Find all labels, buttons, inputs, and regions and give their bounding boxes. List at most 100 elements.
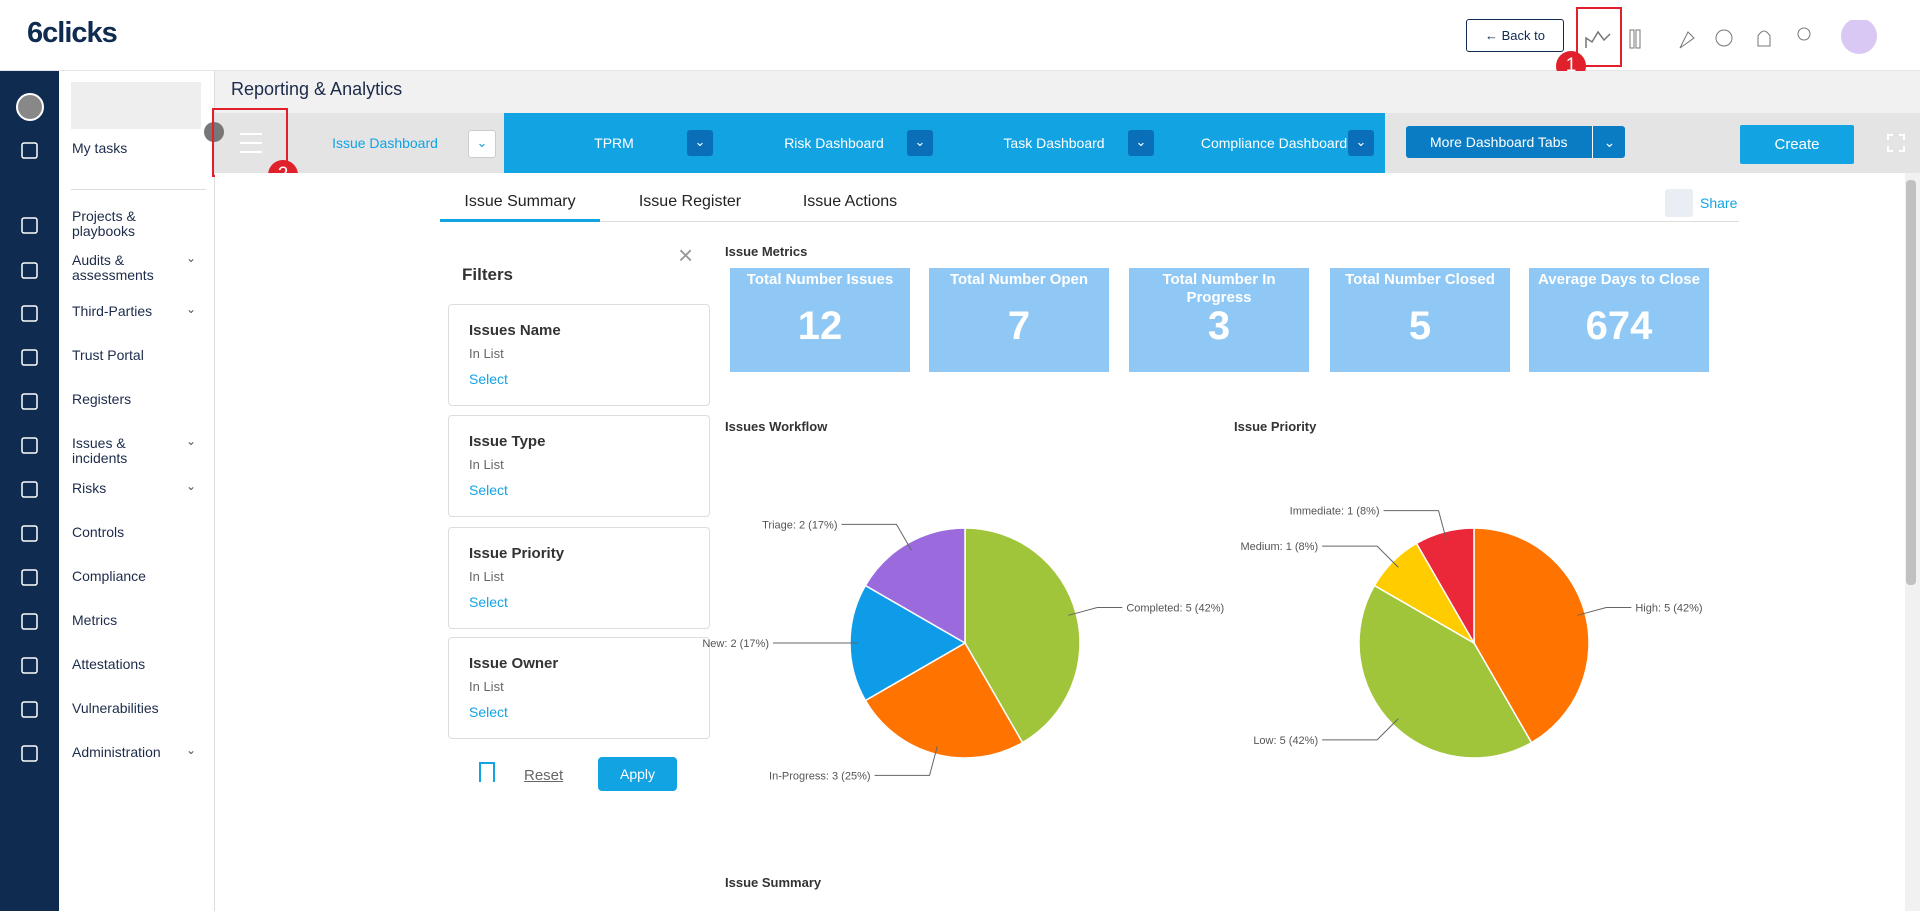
nav-item[interactable]: Third-Parties — [72, 303, 153, 319]
library-icon[interactable] — [1635, 29, 1641, 49]
filter-select[interactable]: Select — [469, 482, 508, 498]
nav-item[interactable]: Controls — [72, 524, 125, 540]
user-settings-icon[interactable] — [1797, 27, 1811, 41]
rail-icon — [21, 657, 38, 674]
nav-item[interactable]: Projects & playbooks — [72, 208, 136, 239]
filter-card: Issues Name In List Select — [448, 304, 710, 406]
nav-item[interactable]: Metrics — [72, 612, 118, 628]
slice-label: High: 5 (42%) — [1635, 603, 1702, 615]
tab-dropdown[interactable]: ⌄ — [907, 130, 933, 156]
chevron: ⌄ — [186, 479, 197, 493]
tab-dropdown[interactable]: ⌄ — [687, 130, 713, 156]
rail-icon — [21, 613, 38, 630]
nav-item[interactable]: My tasks — [72, 140, 128, 156]
metric-value: 5 — [1408, 304, 1432, 348]
slice-label: Immediate: 1 (8%) — [1290, 506, 1380, 518]
filter-name: Issues Name — [469, 322, 561, 339]
metric-value: 3 — [1207, 304, 1231, 348]
chart-title: Issue Priority — [1234, 419, 1317, 434]
nav-item[interactable]: Audits & assessments — [72, 252, 154, 283]
slice-label: Low: 5 (42%) — [1253, 735, 1318, 747]
page-title: Reporting & Analytics — [231, 79, 403, 99]
filter-name: Issue Owner — [469, 655, 559, 672]
rail-icon — [21, 142, 38, 159]
rail-icon — [21, 217, 38, 234]
charts: Completed: 5 (42%) In-Progress: 3 (25%) Ne… — [702, 506, 1702, 783]
metric-value: 7 — [1007, 304, 1031, 348]
menu-button[interactable] — [240, 133, 262, 153]
metric-value: 12 — [797, 304, 843, 348]
dashboard-tab[interactable]: Risk Dashboard — [784, 135, 884, 151]
nav-item[interactable]: Vulnerabilities — [72, 700, 159, 716]
rail-icon — [21, 569, 38, 586]
leader-line — [1068, 607, 1123, 616]
nav-item[interactable]: Attestations — [72, 656, 146, 672]
nav-item[interactable]: Registers — [72, 391, 132, 407]
metric-label: Total Number Open — [949, 271, 1089, 288]
create-button[interactable]: Create — [1740, 125, 1854, 164]
chevron: ⌄ — [186, 302, 197, 316]
rail-icon — [21, 745, 38, 762]
apply-button[interactable]: Apply — [598, 757, 677, 791]
save-filter-icon[interactable] — [479, 762, 495, 782]
analytics-icon[interactable] — [1585, 30, 1611, 48]
dashboard-tab[interactable]: TPRM — [594, 135, 634, 151]
reset-link[interactable]: Reset — [524, 767, 564, 784]
sub-tab[interactable]: Issue Register — [638, 193, 742, 210]
slice-label: In-Progress: 3 (25%) — [769, 770, 870, 782]
bookmark-button[interactable] — [1665, 189, 1693, 217]
leader-line — [1322, 718, 1399, 741]
sub-tab[interactable]: Issue Summary — [464, 193, 576, 210]
avatar[interactable] — [1841, 20, 1877, 54]
close-filters[interactable]: × — [678, 240, 694, 270]
slice-label: Medium: 1 (8%) — [1240, 541, 1318, 553]
metric-card: Total Number Issues 12 — [730, 268, 910, 372]
leader-line — [1383, 510, 1447, 540]
sub-tab[interactable]: Issue Actions — [802, 193, 898, 210]
back-label: Back to — [1501, 28, 1545, 43]
nav-item[interactable]: Administration — [72, 744, 161, 760]
tab-dropdown[interactable]: ⌄ — [468, 130, 496, 158]
nav-item[interactable]: Risks — [72, 480, 107, 496]
filter-select[interactable]: Select — [469, 704, 508, 720]
dashboard-tab[interactable]: Task Dashboard — [1003, 135, 1105, 151]
dashboard-tab[interactable]: Issue Dashboard — [332, 135, 438, 151]
filter-select[interactable]: Select — [469, 594, 508, 610]
dashboard-tab[interactable]: Compliance Dashboard — [1200, 135, 1348, 151]
rail-icon — [21, 701, 38, 718]
nav-divider — [71, 189, 206, 190]
nav-item[interactable]: Issues & incidents — [72, 435, 128, 466]
org-placeholder — [71, 82, 201, 129]
highlight-box — [1576, 7, 1622, 67]
tab-dropdown[interactable]: ⌄ — [1348, 130, 1374, 156]
support-icon[interactable] — [1715, 29, 1733, 47]
metric-card: Total Number In Progress 3 — [1129, 268, 1309, 372]
nav-item[interactable]: Trust Portal — [72, 347, 144, 363]
metric-value: 674 — [1585, 304, 1653, 348]
rocket-icon[interactable] — [1679, 31, 1695, 49]
chevron: ⌄ — [186, 251, 197, 265]
rail-icon — [21, 437, 38, 454]
scrollbar — [1906, 180, 1916, 585]
library-icon[interactable] — [1629, 29, 1635, 49]
nav-item[interactable]: Compliance — [72, 568, 146, 584]
bell-icon[interactable] — [1757, 30, 1771, 47]
expand-icon[interactable] — [1887, 134, 1905, 152]
back-button[interactable]: ← Back to — [1466, 19, 1564, 52]
tab-dropdown[interactable]: ⌄ — [1128, 130, 1154, 156]
filter-operator: In List — [469, 346, 504, 361]
filter-operator: In List — [469, 457, 504, 472]
share-link[interactable]: Share — [1700, 195, 1738, 211]
filter-card: Issue Priority In List Select — [448, 527, 710, 629]
leader-line — [841, 523, 912, 551]
rail-icon — [21, 393, 38, 410]
tab-bar-active — [504, 113, 1385, 173]
collapse-button[interactable] — [204, 122, 224, 142]
filter-select[interactable]: Select — [469, 371, 508, 387]
top-icons — [1585, 20, 1877, 54]
filters-title: Filters — [462, 265, 514, 284]
more-tabs-button[interactable]: More Dashboard Tabs ⌄ — [1406, 126, 1625, 158]
section-title: Issue Summary — [725, 875, 822, 890]
logo[interactable]: 6clicks — [27, 17, 118, 49]
metrics-title: Issue Metrics — [725, 244, 808, 259]
